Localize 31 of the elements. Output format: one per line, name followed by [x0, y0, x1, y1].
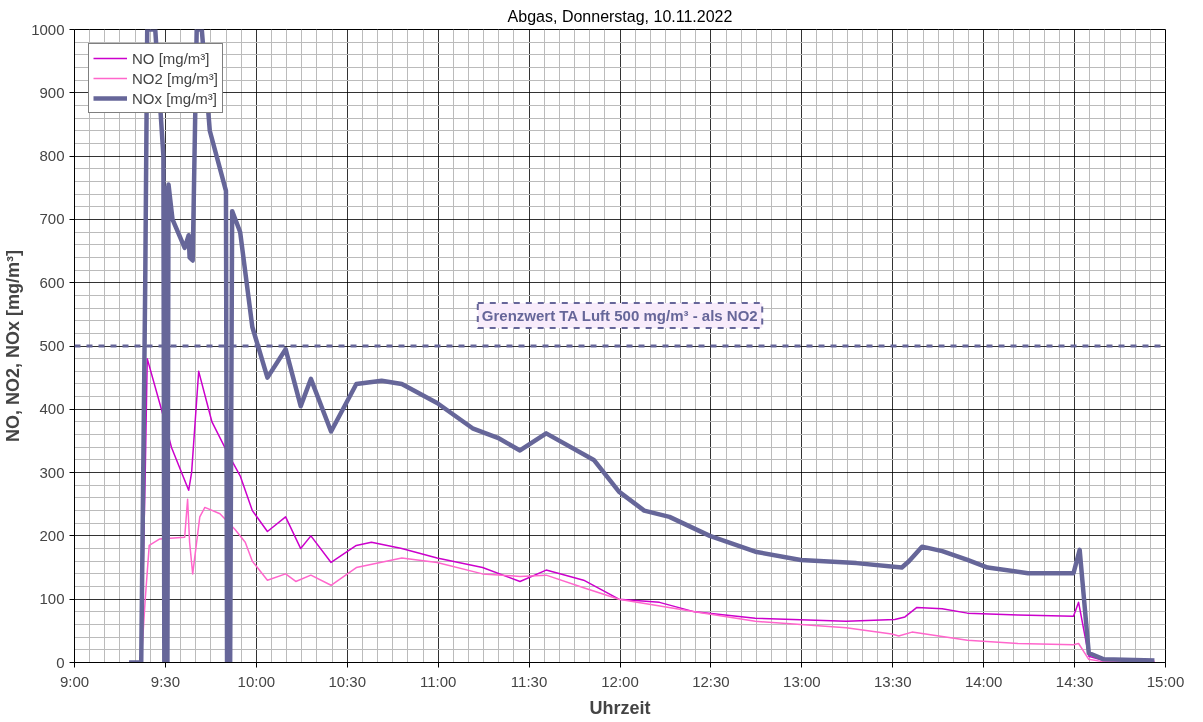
y-tick-label: 700 — [39, 210, 65, 228]
x-tick-label: 10:00 — [237, 672, 276, 690]
x-tick-label: 11:30 — [510, 672, 548, 690]
chart-title: Abgas, Donnerstag, 10.11.2022 — [507, 7, 733, 25]
x-tick-label: 15:00 — [1146, 672, 1185, 690]
x-tick-label: 11:00 — [419, 672, 457, 690]
y-tick-label: 900 — [39, 83, 65, 101]
y-tick-label: 500 — [39, 337, 65, 354]
legend-label: NO2 [mg/m³] — [132, 69, 218, 87]
y-tick-label: 300 — [39, 463, 65, 481]
x-tick-label: 10:30 — [328, 672, 367, 690]
x-tick-label: 13:30 — [873, 672, 912, 690]
y-tick-label: 800 — [39, 147, 65, 165]
x-tick-label: 9:00 — [59, 672, 90, 690]
y-tick-label: 400 — [39, 400, 65, 418]
x-tick-label: 12:00 — [601, 672, 639, 690]
x-tick-label: 14:00 — [964, 672, 1003, 690]
y-axis-title: NO, NO2, NOx [mg/m³] — [3, 249, 24, 443]
x-tick-label: 14:30 — [1055, 672, 1094, 690]
y-tick-label: 0 — [56, 653, 65, 671]
legend-label: NOx [mg/m³] — [132, 89, 217, 107]
legend-label: NO [mg/m³] — [132, 49, 210, 67]
y-tick-label: 200 — [39, 526, 65, 544]
y-tick-label: 100 — [39, 590, 65, 608]
y-tick-label: 1000 — [31, 20, 65, 38]
y-tick-label: 600 — [39, 273, 65, 291]
ref-line-label: Grenzwert TA Luft 500 mg/m³ - als NO2 — [481, 307, 758, 324]
x-tick-label: 13:00 — [783, 672, 821, 690]
x-axis-title: Uhrzeit — [589, 697, 651, 718]
x-tick-label: 9:30 — [150, 672, 181, 690]
x-tick-label: 12:30 — [692, 672, 730, 690]
